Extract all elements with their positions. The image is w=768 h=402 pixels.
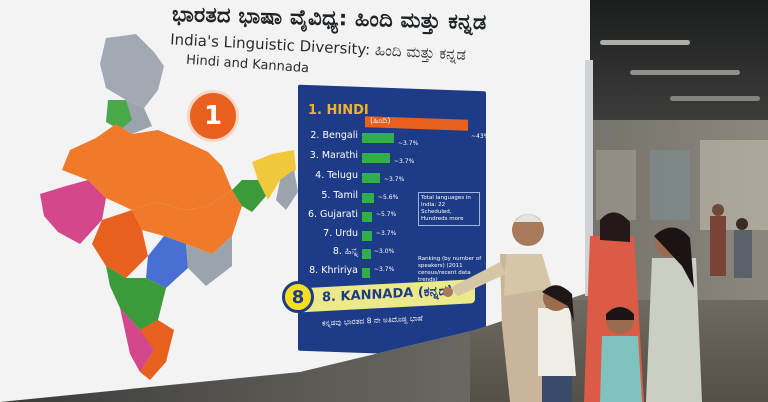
ranking-source-note: Ranking (by number of speakers) (2011 ce… xyxy=(418,256,482,283)
language-row-bar xyxy=(362,193,374,203)
language-row-label: 3. Marathi xyxy=(309,150,358,161)
language-row-label: 6. Gujarati xyxy=(307,209,358,220)
language-row-label: 8. Khririya xyxy=(309,265,358,276)
language-row-bar xyxy=(362,268,370,278)
language-row-pct: ~5.6% xyxy=(378,194,399,201)
ceiling xyxy=(560,0,768,120)
language-row-pct: ~3.7% xyxy=(398,140,419,147)
back-wall-panel xyxy=(596,150,636,220)
rank-one-badge: 1 xyxy=(187,90,239,142)
language-row-bar xyxy=(362,133,394,143)
language-row-pct: ~3.7% xyxy=(374,266,395,273)
language-row-pct: ~3.7% xyxy=(394,158,415,165)
language-row-bar xyxy=(362,173,380,183)
language-row-label: 4. Telugu xyxy=(315,170,358,181)
kannada-rank-badge: 8 xyxy=(282,281,314,313)
hindi-native: (ಹಿಂದಿ) xyxy=(370,116,391,125)
language-row-label: 7. Urdu xyxy=(323,228,358,239)
language-row-label: 8. ಹಿನ್ನ xyxy=(332,246,358,257)
language-row-pct: ~3.7% xyxy=(384,176,405,183)
hindi-row-label: 1. HINDI xyxy=(308,103,369,118)
language-row-pct: ~3.7% xyxy=(376,230,397,237)
hindi-pct: ~43% xyxy=(471,133,490,140)
total-languages-note: Total languages in India: 22 Scheduled, … xyxy=(418,192,480,226)
language-row-pct: ~3.0% xyxy=(374,248,395,255)
hindi-label: 1. HINDI xyxy=(308,103,369,118)
language-row-bar xyxy=(362,212,372,222)
screen-edge xyxy=(585,60,593,296)
back-wall-panel xyxy=(650,150,690,220)
language-row-label: 2. Bengali xyxy=(310,130,358,141)
language-row-label: 5. Tamil xyxy=(321,190,358,201)
language-row-bar xyxy=(362,231,372,241)
language-row-pct: ~5.7% xyxy=(376,211,397,218)
language-row-bar xyxy=(362,249,371,259)
language-row-bar xyxy=(362,153,390,163)
back-wall-panel xyxy=(700,140,768,230)
visitors-group xyxy=(443,204,752,402)
india-map xyxy=(40,34,298,380)
